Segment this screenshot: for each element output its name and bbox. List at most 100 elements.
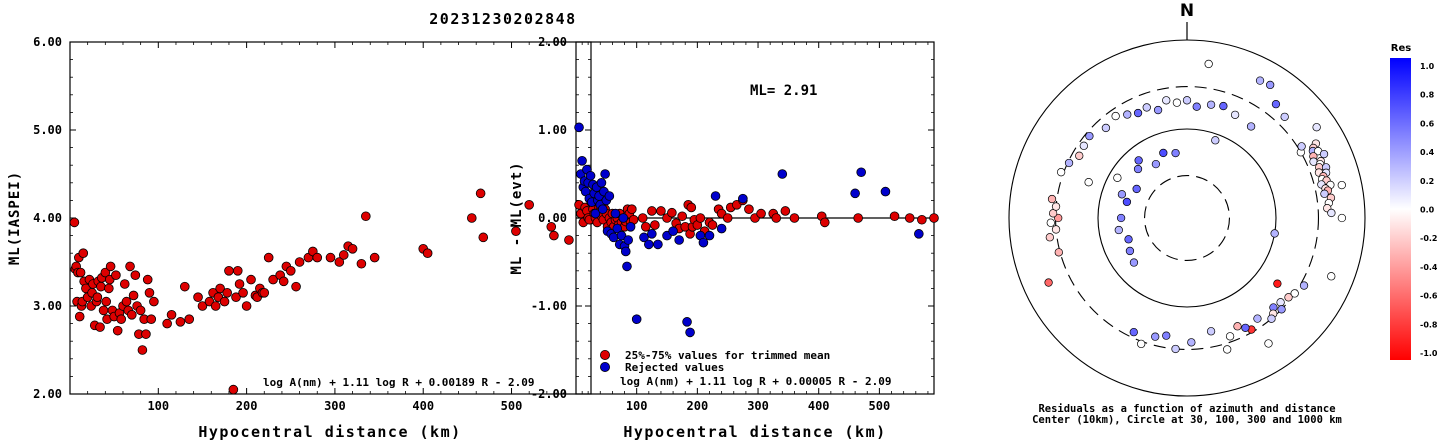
data-point [162,318,172,329]
station-point [1085,131,1094,141]
station-point [1230,110,1240,120]
axis-ticks: 2.00 3.00 4.00 5.00 6.00 100 200 300 400 500 [33,35,591,413]
data-point [685,327,695,338]
y-tick-label: 0.00 [538,211,567,225]
distance-ring [1008,39,1366,397]
data-point [475,188,486,199]
distance-rings [1008,39,1366,397]
y-tick-label: 2.00 [33,387,62,401]
station-point [1114,225,1123,235]
data-point [166,309,177,320]
azimuth-residual-map: N Residuals as a function of azimuth and… [1008,1,1366,426]
data-point [546,222,557,232]
station-point [1056,168,1066,177]
data-point [640,222,651,232]
station-point [1280,112,1289,122]
formula-label: log A(nm) + 1.11 log R + 0.00005 R - 2.0… [620,375,892,388]
station-points [1044,59,1347,354]
station-point [1327,272,1336,281]
data-point [291,281,301,292]
colorbar-title: Res [1391,43,1411,54]
data-point [149,296,159,307]
data-point [668,226,678,237]
data-point [637,213,648,223]
station-point [1047,194,1057,204]
data-point [356,258,367,269]
data-point [119,279,130,289]
caption-line-1: Residuals as a function of azimuth and d… [1038,403,1335,415]
data-point [259,287,270,298]
station-point [1142,103,1151,112]
data-point [466,213,477,223]
station-point [1255,76,1265,85]
station-point [1273,279,1282,288]
data-point [738,193,748,204]
data-point [347,244,358,254]
x-tick-label: 300 [324,399,346,413]
station-point [1048,209,1058,218]
data-point [75,267,86,278]
data-point [756,208,766,219]
colorbar-tick-label: 0.4 [1420,148,1435,157]
colorbar-ticks: 1.0 0.8 0.6 0.4 0.2 0.0 -0.2 -0.4 -0.6 -0.8 -1.0 [1420,62,1437,358]
data-point [175,317,186,327]
distance-ring [1054,85,1320,351]
data-point [294,257,305,267]
station-point [1284,293,1293,302]
distance-ring [1143,174,1231,262]
data-point [647,206,657,216]
residual-distance-chart: -2.00 -1.00 0.00 1.00 2.00 100 200 300 400 500 ML… [509,35,939,441]
data-point [853,213,863,223]
x-tick-label: 500 [501,399,523,413]
data-point [144,287,155,298]
data-point [549,230,559,241]
data-point [577,156,587,166]
data-point [121,296,132,307]
colorbar-tick-label: -0.2 [1420,234,1437,243]
station-point [1132,184,1141,194]
station-point [1162,331,1171,340]
data-point [369,252,380,263]
data-point [610,208,621,219]
data-point [141,329,151,339]
station-point [1337,213,1347,223]
station-point [1264,339,1273,348]
legend-rejected-label: Rejected values [625,361,724,374]
data-point [95,322,105,332]
station-point [1044,278,1053,287]
data-point [653,239,663,250]
colorbar-tick-label: -0.6 [1420,292,1437,301]
station-point [1151,332,1160,341]
data-point [96,281,106,292]
data-point [585,170,596,181]
station-point [1206,100,1216,109]
data-point [744,204,754,215]
data-point [193,292,203,303]
station-point [1312,123,1321,132]
x-tick-label: 300 [747,399,769,413]
data-point [222,287,232,298]
data-point [241,301,252,311]
data-point [604,191,615,201]
station-point [1266,80,1275,90]
distance-ring [1097,128,1277,308]
station-point [1051,202,1061,211]
data-point [722,213,733,223]
colorbar-tick-label: -1.0 [1420,349,1437,358]
data-point [246,274,256,285]
data-point [856,167,866,178]
data-points [574,122,939,338]
data-point [914,229,924,239]
station-point [1064,158,1074,168]
data-point [146,314,157,325]
x-tick-label: 400 [412,399,434,413]
station-point [1075,151,1084,160]
data-point [104,283,114,294]
station-point [1079,141,1088,150]
data-point [128,290,139,301]
data-point [612,223,623,234]
station-point [1134,156,1143,165]
station-point [1111,111,1120,121]
data-point [707,220,718,230]
data-point [112,325,123,336]
